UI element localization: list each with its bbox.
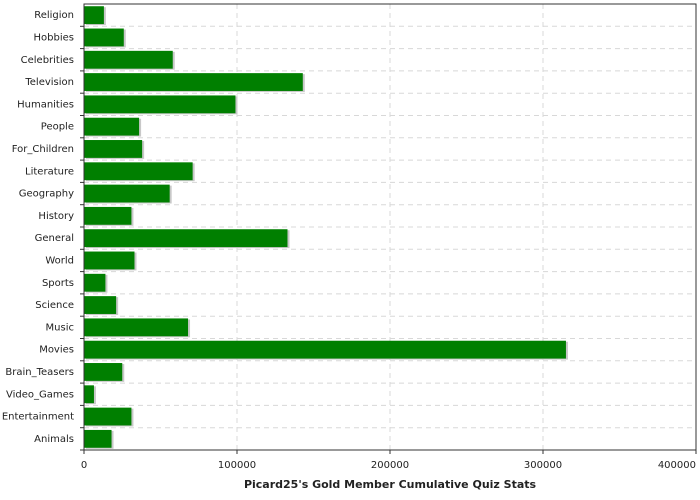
y-tick-label: Literature <box>25 166 74 177</box>
bar <box>84 363 123 381</box>
y-tick-label: Religion <box>34 10 74 21</box>
bar <box>84 407 132 426</box>
y-tick-label: Video_Games <box>6 389 74 400</box>
y-tick-label: Humanities <box>17 99 74 110</box>
bar <box>84 229 288 248</box>
bar <box>84 340 566 359</box>
bar <box>84 50 173 69</box>
x-tick-label: 100000 <box>218 460 256 471</box>
bar <box>84 251 135 270</box>
bar <box>84 73 303 91</box>
y-tick-label: Science <box>35 300 74 311</box>
bar <box>84 385 94 404</box>
x-axis-title: Picard25's Gold Member Cumulative Quiz S… <box>244 478 537 491</box>
y-tick-label: Hobbies <box>34 32 74 43</box>
y-tick-label: Music <box>46 322 74 333</box>
x-tick-label: 400000 <box>658 460 696 471</box>
bar <box>84 318 189 337</box>
bar <box>84 28 124 47</box>
y-tick-label: Sports <box>42 278 74 289</box>
y-tick-label: People <box>41 122 74 133</box>
bar <box>84 140 143 158</box>
y-tick-label: History <box>38 211 74 222</box>
bar <box>84 296 117 314</box>
bar <box>84 162 193 181</box>
y-tick-label: World <box>45 255 74 266</box>
bar <box>84 117 140 136</box>
y-tick-label: Entertainment <box>2 412 74 423</box>
y-tick-label: Geography <box>19 189 74 200</box>
bar <box>84 184 170 203</box>
bar <box>84 273 106 292</box>
x-tick-label: 300000 <box>524 460 562 471</box>
plot-frame <box>83 3 697 451</box>
y-tick-label: General <box>35 233 74 244</box>
y-tick-label: Television <box>24 77 74 88</box>
y-tick-label: Animals <box>34 434 74 445</box>
y-tick-label: Brain_Teasers <box>5 367 74 378</box>
y-tick-label: Celebrities <box>21 55 74 66</box>
x-tick-label: 200000 <box>371 460 409 471</box>
bar <box>84 429 112 448</box>
bar <box>84 95 236 114</box>
bar <box>84 206 132 225</box>
x-tick-label: 0 <box>81 460 87 471</box>
y-tick-label: For_Children <box>12 144 74 155</box>
bar <box>84 6 104 25</box>
y-tick-label: Movies <box>39 345 74 356</box>
